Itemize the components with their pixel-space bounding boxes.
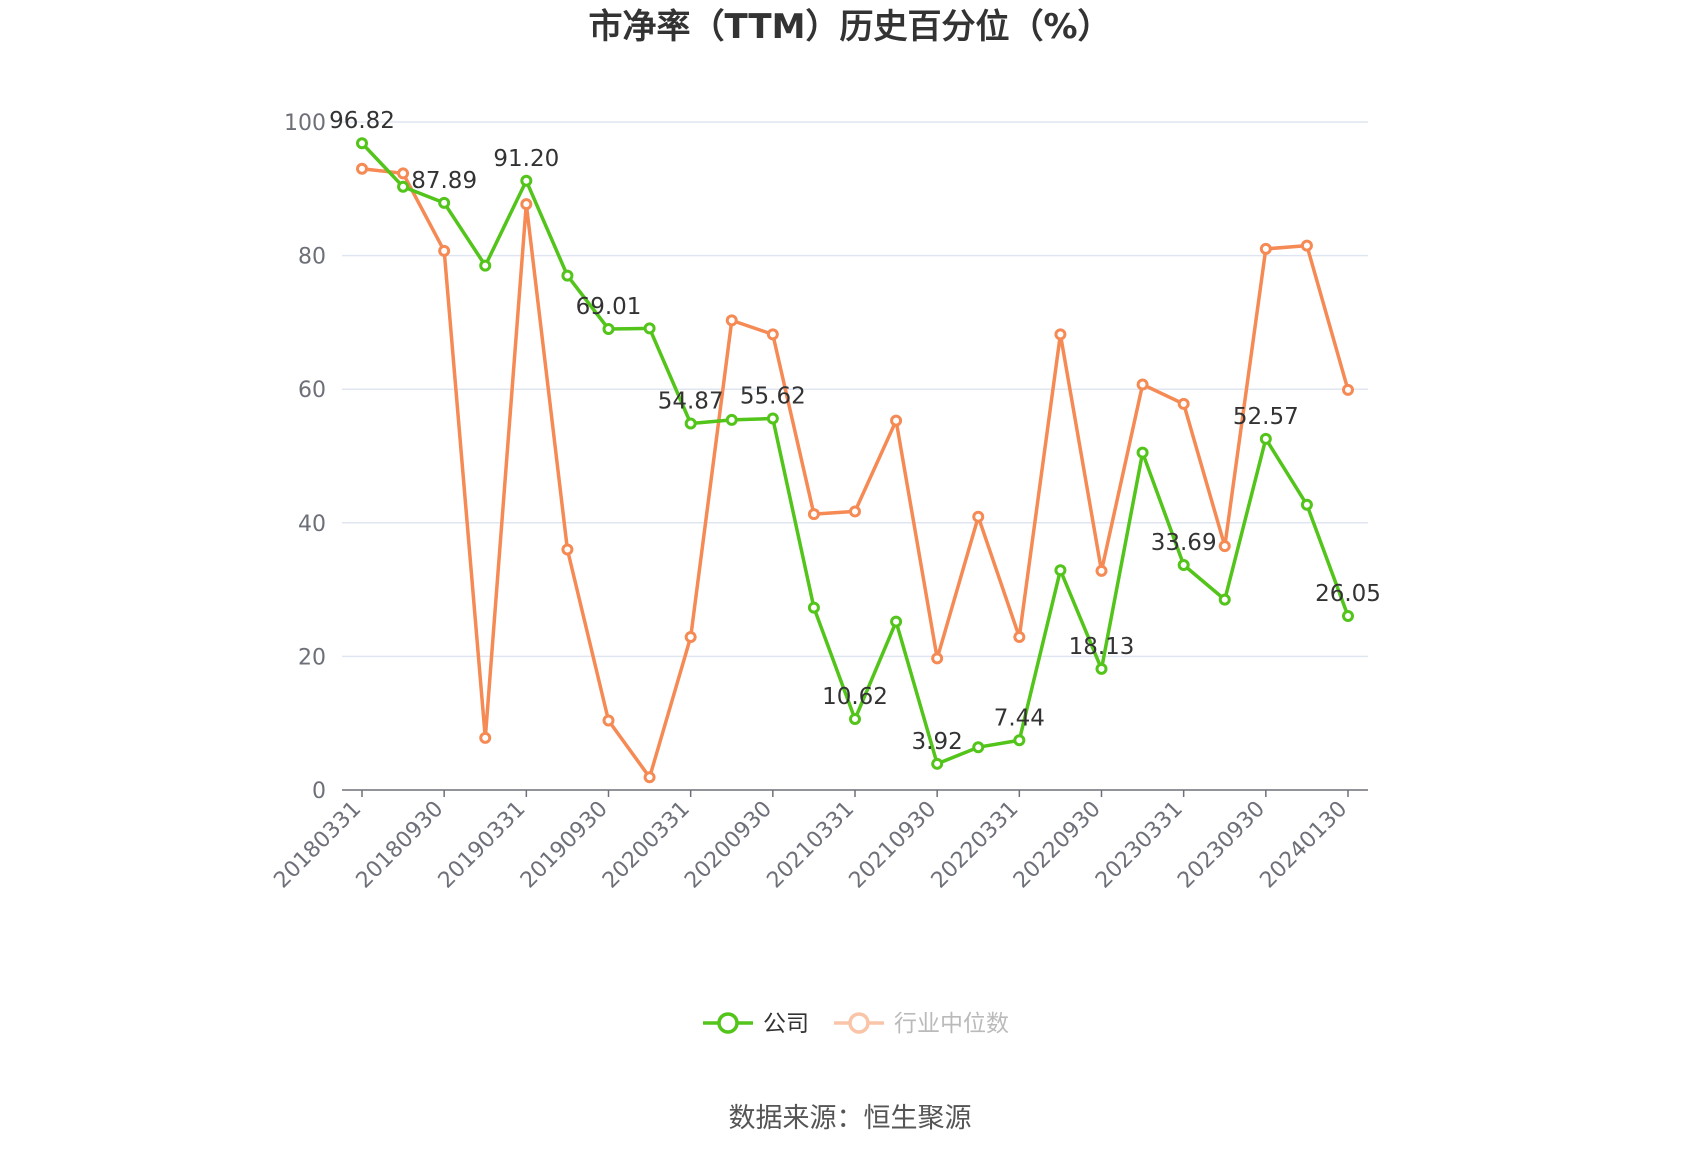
data-point[interactable] — [479, 731, 492, 744]
y-tick-label: 0 — [312, 779, 326, 804]
data-point[interactable] — [684, 631, 697, 644]
data-point[interactable] — [807, 601, 820, 614]
x-tick-label: 20230331 — [1091, 797, 1188, 894]
data-point[interactable] — [725, 413, 738, 426]
x-tick-label: 20210930 — [845, 797, 942, 894]
x-axis: 2018033120180930201903312019093020200331… — [269, 789, 1368, 894]
x-tick-label: 20240130 — [1255, 797, 1352, 894]
data-point[interactable] — [643, 322, 656, 335]
data-point[interactable] — [397, 180, 410, 193]
data-point[interactable] — [1300, 498, 1313, 511]
data-point[interactable] — [1136, 446, 1149, 459]
data-point[interactable] — [1095, 662, 1108, 675]
x-tick-label: 20200331 — [598, 797, 695, 894]
x-tick-label: 20230930 — [1173, 797, 1270, 894]
source-note: 数据来源：恒生聚源 — [729, 1103, 972, 1134]
data-point[interactable] — [1054, 564, 1067, 577]
data-point[interactable] — [1054, 328, 1067, 341]
y-tick-label: 60 — [298, 378, 326, 403]
data-label: 33.69 — [1151, 530, 1217, 556]
data-point[interactable] — [1177, 558, 1190, 571]
legend-item-0[interactable]: 公司 — [703, 1011, 809, 1037]
data-point[interactable] — [1342, 609, 1354, 622]
data-label: 7.44 — [994, 705, 1045, 731]
data-point[interactable] — [1218, 593, 1231, 606]
data-label: 96.82 — [329, 108, 395, 134]
data-point[interactable] — [972, 510, 985, 523]
data-label: 10.62 — [822, 684, 888, 710]
legend-label: 行业中位数 — [894, 1011, 1009, 1037]
data-point[interactable] — [438, 196, 451, 209]
data-label: 52.57 — [1233, 404, 1299, 430]
data-point[interactable] — [1177, 397, 1190, 410]
data-point[interactable] — [684, 417, 697, 430]
gridlines — [342, 121, 1368, 658]
y-axis-ticks: 0 20 40 60 80 100 — [284, 111, 326, 804]
data-point[interactable] — [520, 174, 533, 187]
data-point[interactable] — [725, 314, 738, 327]
x-tick-label: 20190331 — [434, 797, 531, 894]
x-tick-label: 20200930 — [680, 797, 777, 894]
data-label: 69.01 — [576, 294, 642, 320]
data-point[interactable] — [972, 741, 985, 754]
series-line-0 — [360, 141, 1350, 766]
data-point[interactable] — [766, 412, 779, 425]
data-point[interactable] — [1342, 383, 1354, 396]
data-point[interactable] — [520, 198, 533, 211]
y-tick-label: 40 — [298, 512, 326, 537]
data-label: 54.87 — [658, 388, 724, 414]
data-point[interactable] — [766, 328, 779, 341]
data-point[interactable] — [438, 244, 451, 257]
data-label: 26.05 — [1315, 581, 1381, 607]
x-tick-label: 20180331 — [269, 797, 366, 894]
data-labels: 96.82 87.89 91.20 69.01 54.87 55.62 10.62 3.92 7… — [329, 108, 1381, 755]
data-label: 55.62 — [740, 383, 806, 409]
x-tick-label: 20220331 — [927, 797, 1024, 894]
legend-item-1[interactable]: 行业中位数 — [834, 1011, 1009, 1037]
data-point[interactable] — [356, 137, 368, 150]
data-point[interactable] — [1136, 378, 1149, 391]
data-point[interactable] — [807, 508, 820, 521]
data-point[interactable] — [479, 259, 492, 272]
data-label: 18.13 — [1069, 634, 1135, 660]
data-point[interactable] — [356, 162, 368, 175]
x-tick-label: 20220930 — [1009, 797, 1106, 894]
data-point[interactable] — [931, 757, 944, 770]
data-point[interactable] — [397, 167, 410, 180]
data-point[interactable] — [849, 713, 861, 726]
data-point[interactable] — [890, 414, 903, 427]
data-point[interactable] — [561, 543, 574, 556]
x-tick-label: 20180930 — [352, 797, 449, 894]
data-point[interactable] — [643, 771, 656, 784]
data-point[interactable] — [1259, 432, 1272, 445]
x-tick-label: 20190930 — [516, 797, 613, 894]
data-point[interactable] — [1259, 242, 1272, 255]
legend-label: 公司 — [763, 1011, 809, 1037]
data-point[interactable] — [1013, 631, 1026, 644]
legend-marker — [717, 1012, 739, 1034]
data-point[interactable] — [1095, 564, 1108, 577]
legend-marker — [848, 1012, 870, 1034]
series-layer — [356, 137, 1354, 784]
data-point[interactable] — [1013, 734, 1026, 747]
data-point[interactable] — [931, 652, 944, 665]
data-point[interactable] — [849, 505, 861, 518]
data-point[interactable] — [561, 269, 574, 282]
data-label: 3.92 — [912, 729, 963, 755]
y-tick-label: 20 — [298, 645, 326, 670]
y-tick-label: 100 — [284, 111, 326, 136]
data-point[interactable] — [602, 714, 615, 727]
data-point[interactable] — [1300, 239, 1313, 252]
data-label: 91.20 — [493, 146, 559, 172]
x-tick-label: 20210331 — [762, 797, 859, 894]
legend[interactable]: 公司 行业中位数 — [703, 1011, 1009, 1037]
data-label: 87.89 — [411, 168, 477, 194]
data-point[interactable] — [1218, 540, 1231, 553]
data-point[interactable] — [890, 615, 903, 628]
y-tick-label: 80 — [298, 245, 326, 270]
data-point[interactable] — [602, 323, 615, 336]
chart-title: 市净率（TTM）历史百分位（%） — [588, 7, 1111, 47]
